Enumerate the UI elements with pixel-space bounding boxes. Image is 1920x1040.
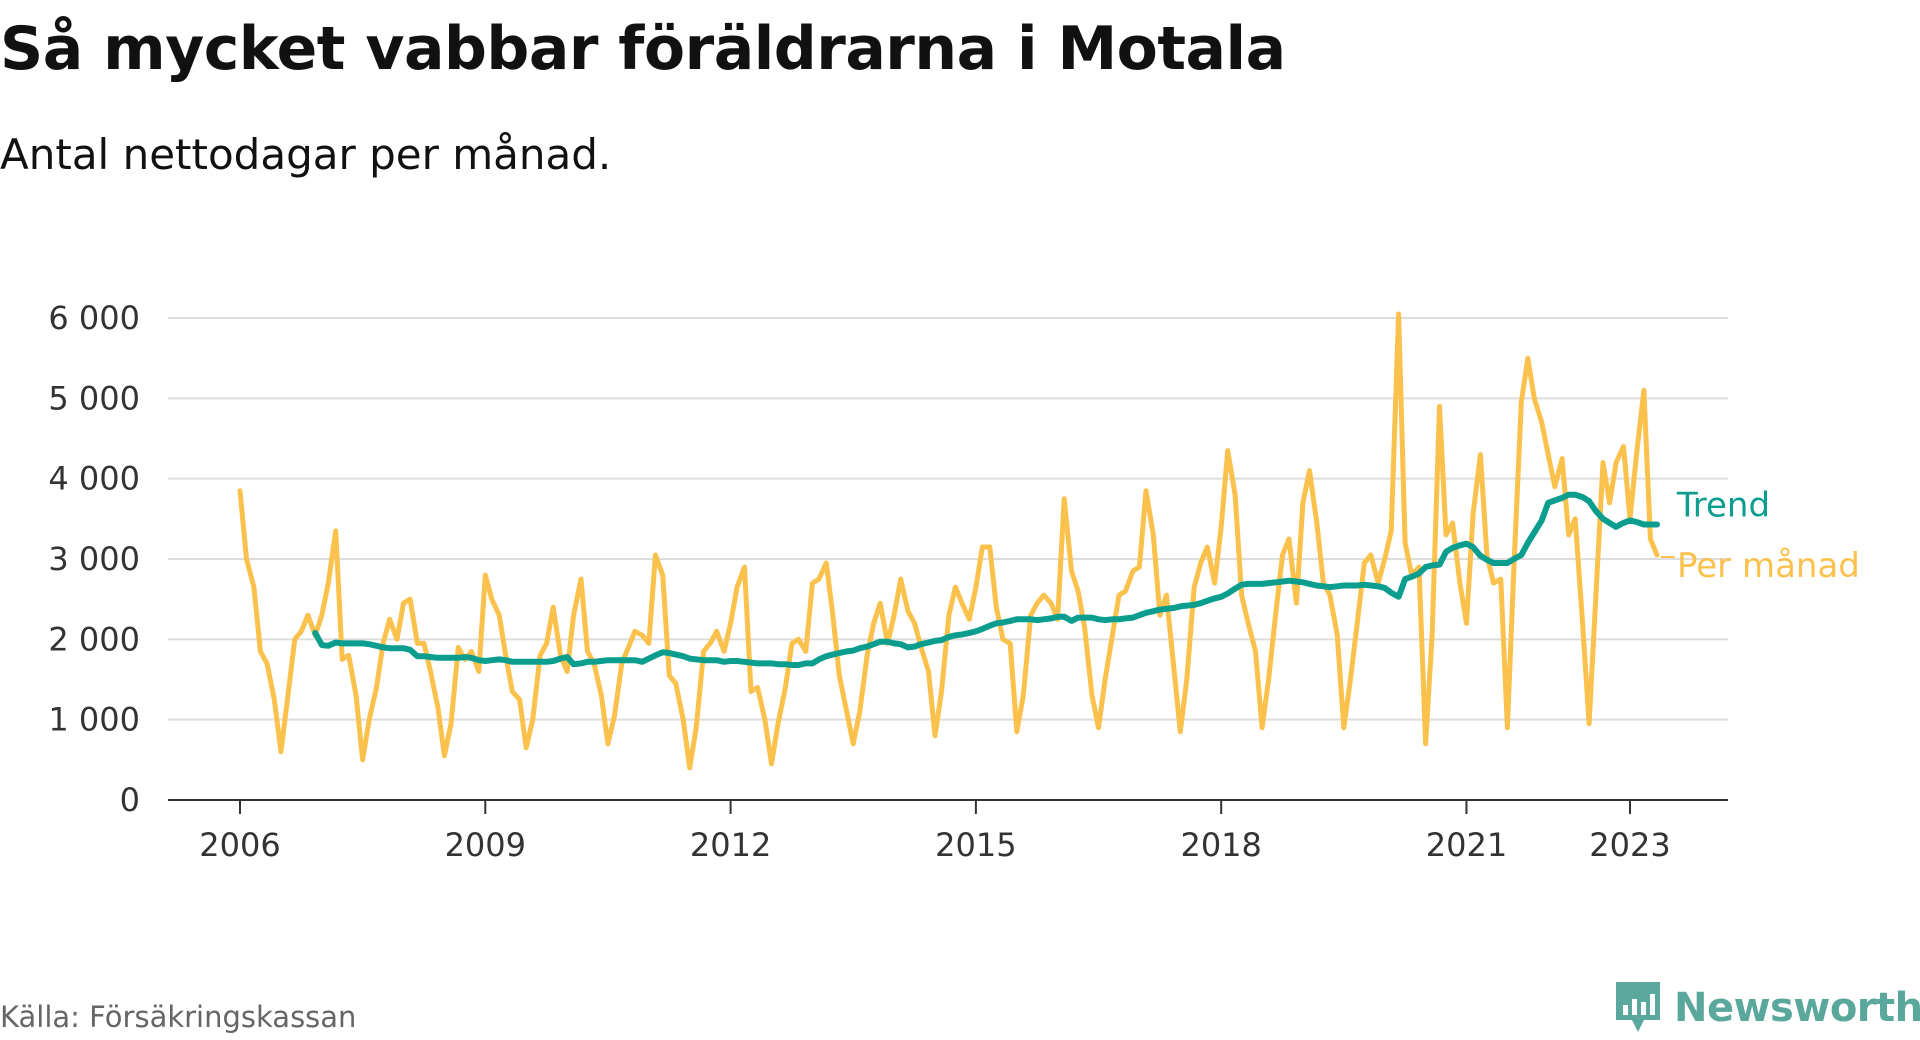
x-tick-label: 2021	[1426, 826, 1507, 864]
brand-name: Newsworthy	[1674, 985, 1920, 1031]
series-label: Per månad	[1677, 546, 1860, 586]
y-tick-label: 1 000	[48, 701, 140, 739]
x-tick-label: 2023	[1589, 826, 1670, 864]
source-note: Källa: Försäkringskassan	[0, 1000, 357, 1034]
y-tick-label: 4 000	[48, 460, 140, 498]
chart-subtitle: Antal nettodagar per månad.	[0, 130, 612, 179]
x-tick-label: 2006	[199, 826, 280, 864]
y-tick-label: 3 000	[48, 540, 140, 578]
x-axis-tick-labels: 2006 2009 2012 2015 2018 2021 2023	[199, 800, 1671, 864]
y-tick-label: 0	[120, 781, 140, 819]
newsworthy-logo-icon	[1616, 982, 1660, 1032]
brand-logo[interactable]: Newsworthy	[1612, 978, 1920, 1038]
series-end-labels: Per månad Trend	[1660, 485, 1860, 586]
x-tick-label: 2012	[690, 826, 771, 864]
series-line-per-manad	[237, 311, 1660, 771]
line-chart: 0 1 000 2 000 3 000 4 000 5 000 6 000 2006 2009…	[48, 299, 1860, 864]
y-tick-label: 6 000	[48, 299, 140, 337]
y-tick-label: 5 000	[48, 379, 140, 417]
series-lines	[237, 311, 1660, 771]
series-line-trend	[312, 491, 1660, 668]
y-axis-tick-labels: 0 1 000 2 000 3 000 4 000 5 000 6 000	[48, 299, 140, 819]
x-tick-label: 2009	[445, 826, 526, 864]
series-label: Trend	[1676, 485, 1770, 525]
gridlines	[168, 317, 1728, 721]
y-tick-label: 2 000	[48, 620, 140, 658]
x-tick-label: 2015	[935, 826, 1016, 864]
chart-title: Så mycket vabbar föräldrarna i Motala	[0, 14, 1286, 84]
x-tick-label: 2018	[1180, 826, 1261, 864]
